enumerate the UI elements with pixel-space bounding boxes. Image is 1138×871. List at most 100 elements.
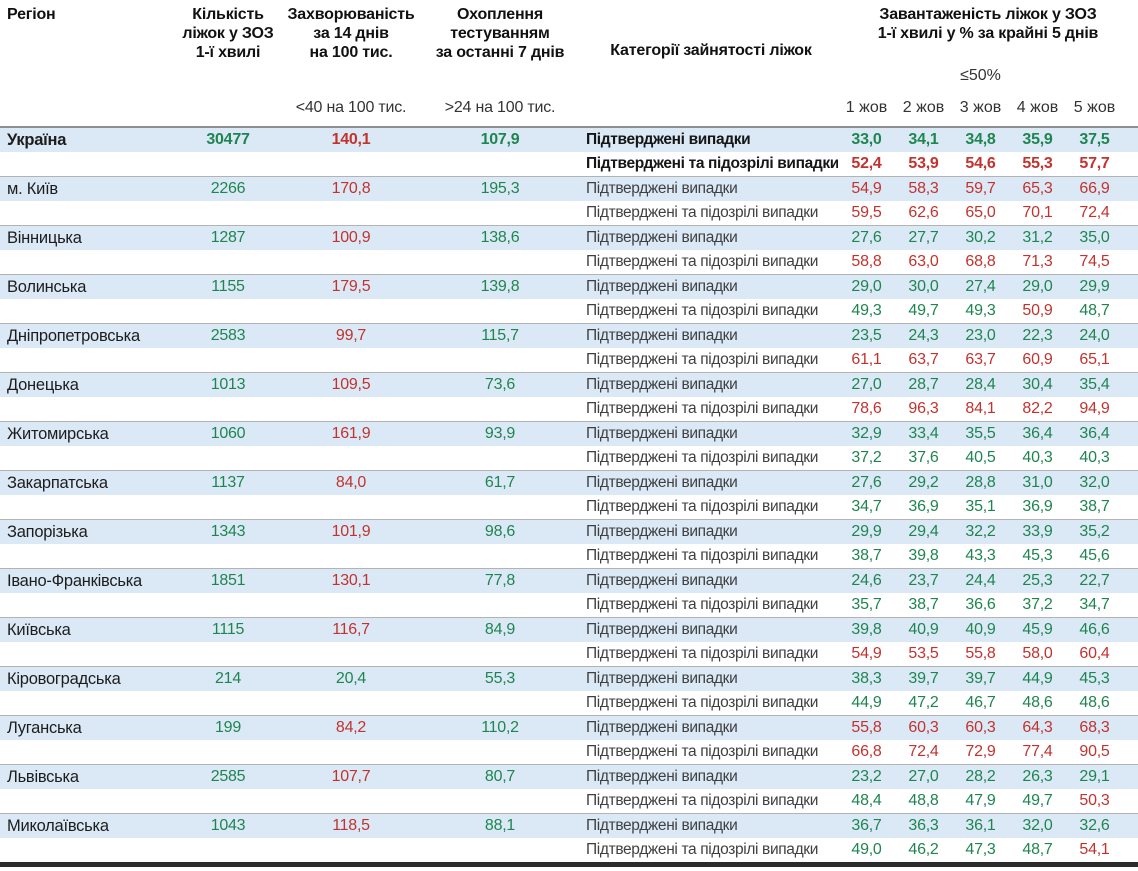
load-value: 39,7 xyxy=(908,670,939,687)
testing-value: 84,9 xyxy=(484,621,516,638)
category-label-confirmed-suspected: Підтверджені та підозрілі випадки xyxy=(586,302,819,319)
load-value: 68,3 xyxy=(1079,719,1110,736)
load-value: 54,9 xyxy=(851,180,882,197)
load-value: 49,3 xyxy=(965,302,996,319)
beds-value: 1043 xyxy=(210,817,246,834)
load-value: 63,7 xyxy=(965,351,996,368)
testing-value: 93,9 xyxy=(484,425,516,442)
load-value: 45,3 xyxy=(1079,670,1110,687)
load-value: 52,4 xyxy=(851,155,882,172)
load-value: 70,1 xyxy=(1022,204,1053,221)
load-value: 82,2 xyxy=(1022,400,1053,417)
category-label-confirmed-suspected: Підтверджені та підозрілі випадки xyxy=(586,498,819,515)
load-value: 34,8 xyxy=(965,131,996,148)
load-value: 48,7 xyxy=(1022,841,1053,858)
table-row-confirmed-suspected: Підтверджені та підозрілі випадки 61,1 6… xyxy=(0,348,1138,372)
category-label-confirmed-suspected: Підтверджені та підозрілі випадки xyxy=(586,449,819,466)
load-value: 33,4 xyxy=(908,425,939,442)
load-value: 26,3 xyxy=(1022,768,1053,785)
load-value: 31,2 xyxy=(1022,229,1053,246)
load-value: 65,1 xyxy=(1079,351,1110,368)
region-name: Луганська xyxy=(7,718,82,737)
header-date-4: 4 жов xyxy=(1016,99,1059,116)
category-label-confirmed: Підтверджені випадки xyxy=(586,425,738,442)
load-value: 24,3 xyxy=(908,327,939,344)
load-value: 23,5 xyxy=(851,327,882,344)
load-value: 29,4 xyxy=(908,523,939,540)
load-value: 62,6 xyxy=(908,204,939,221)
header-load: Завантаженість ліжок у ЗОЗ 1-ї хвилі у %… xyxy=(877,6,1099,42)
testing-value: 55,3 xyxy=(484,670,516,687)
load-value: 27,4 xyxy=(965,278,996,295)
beds-value: 2585 xyxy=(210,768,246,785)
load-value: 36,7 xyxy=(851,817,882,834)
load-value: 35,4 xyxy=(1079,376,1110,393)
table-row-confirmed-suspected: Підтверджені та підозрілі випадки 49,0 4… xyxy=(0,838,1138,862)
load-value: 47,3 xyxy=(965,841,996,858)
region-block: Волинська 1155 179,5 139,8 Підтверджені … xyxy=(0,275,1138,324)
region-name: Волинська xyxy=(7,277,87,296)
load-value: 55,8 xyxy=(851,719,882,736)
region-name: м. Київ xyxy=(7,179,58,198)
category-label-confirmed-suspected: Підтверджені та підозрілі випадки xyxy=(586,743,819,760)
table-row-confirmed: Львівська 2585 107,7 80,7 Підтверджені в… xyxy=(0,765,1138,789)
header-region: Регіон xyxy=(7,6,56,23)
table-row-confirmed: Волинська 1155 179,5 139,8 Підтверджені … xyxy=(0,275,1138,299)
testing-value: 73,6 xyxy=(484,376,516,393)
region-name: Вінницька xyxy=(7,228,82,247)
load-value: 22,7 xyxy=(1079,572,1110,589)
header-testing-threshold: >24 на 100 тис. xyxy=(444,99,556,116)
load-value: 40,3 xyxy=(1022,449,1053,466)
testing-value: 139,8 xyxy=(480,278,520,295)
testing-value: 80,7 xyxy=(484,768,516,785)
load-value: 57,7 xyxy=(1079,155,1110,172)
load-value: 47,9 xyxy=(965,792,996,809)
region-name: Київська xyxy=(7,620,71,639)
load-value: 60,3 xyxy=(908,719,939,736)
load-value: 33,0 xyxy=(851,131,882,148)
load-value: 35,7 xyxy=(851,596,882,613)
load-value: 96,3 xyxy=(908,400,939,417)
load-value: 29,0 xyxy=(1022,278,1053,295)
load-value: 37,6 xyxy=(908,449,939,466)
load-value: 28,8 xyxy=(965,474,996,491)
load-value: 27,7 xyxy=(908,229,939,246)
beds-value: 1060 xyxy=(210,425,246,442)
category-label-confirmed: Підтверджені випадки xyxy=(586,474,738,491)
incidence-value: 84,2 xyxy=(335,719,367,736)
beds-value: 2266 xyxy=(210,180,246,197)
table-row-confirmed-suspected: Підтверджені та підозрілі випадки 49,3 4… xyxy=(0,299,1138,323)
category-label-confirmed-suspected: Підтверджені та підозрілі випадки xyxy=(586,253,819,270)
category-label-confirmed-suspected: Підтверджені та підозрілі випадки xyxy=(586,400,819,417)
testing-value: 195,3 xyxy=(480,180,520,197)
load-value: 66,8 xyxy=(851,743,882,760)
beds-value: 1343 xyxy=(210,523,246,540)
category-label-confirmed: Підтверджені випадки xyxy=(586,278,738,295)
region-block: Україна 30477 140,1 107,9 Підтверджені в… xyxy=(0,128,1138,177)
load-value: 28,4 xyxy=(965,376,996,393)
beds-value: 1155 xyxy=(211,278,245,295)
table-row-confirmed-suspected: Підтверджені та підозрілі випадки 44,9 4… xyxy=(0,691,1138,715)
table-row-confirmed-suspected: Підтверджені та підозрілі випадки 54,9 5… xyxy=(0,642,1138,666)
region-block: Вінницька 1287 100,9 138,6 Підтверджені … xyxy=(0,226,1138,275)
load-value: 29,0 xyxy=(851,278,882,295)
load-value: 34,1 xyxy=(908,131,939,148)
category-label-confirmed-suspected: Підтверджені та підозрілі випадки xyxy=(586,351,819,368)
region-block: Закарпатська 1137 84,0 61,7 Підтверджені… xyxy=(0,471,1138,520)
incidence-value: 130,1 xyxy=(331,572,371,589)
header-date-2: 2 жов xyxy=(902,99,945,116)
header-testing: Охоплення тестуванням за останні 7 днів xyxy=(435,6,565,61)
load-value: 23,2 xyxy=(851,768,882,785)
load-value: 44,9 xyxy=(1022,670,1053,687)
load-value: 54,9 xyxy=(851,645,882,662)
load-value: 32,2 xyxy=(965,523,996,540)
load-value: 36,1 xyxy=(965,817,996,834)
region-block: Луганська 199 84,2 110,2 Підтверджені ви… xyxy=(0,716,1138,765)
load-value: 54,6 xyxy=(965,155,996,172)
load-value: 49,0 xyxy=(851,841,882,858)
load-value: 49,7 xyxy=(908,302,939,319)
load-value: 61,1 xyxy=(851,351,882,368)
load-value: 37,2 xyxy=(1022,596,1053,613)
table-header: Регіон Кількість ліжок у ЗОЗ 1-ї хвилі З… xyxy=(0,0,1138,126)
region-name: Закарпатська xyxy=(7,473,108,492)
